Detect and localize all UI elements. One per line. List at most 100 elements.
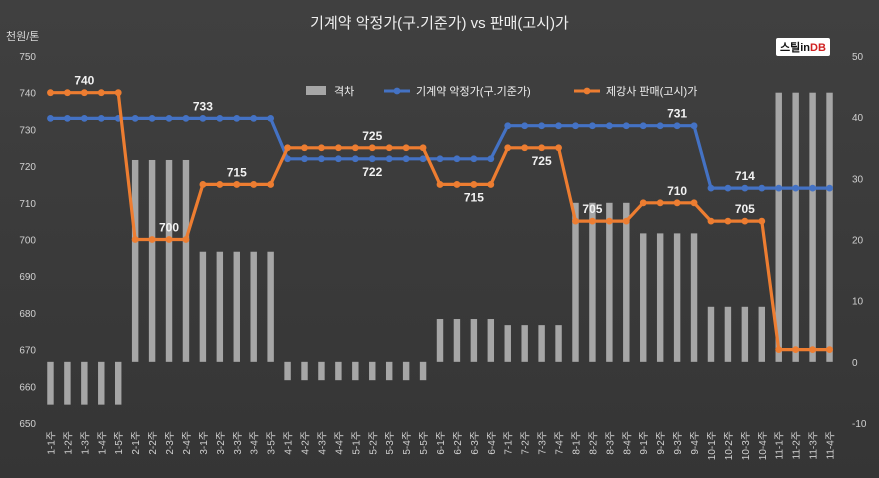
gap-bar <box>572 202 579 362</box>
y2-tick-label: 30 <box>852 174 864 185</box>
gap-bar <box>656 233 664 362</box>
legend-swatch-point <box>583 87 591 95</box>
gap-bar <box>233 251 240 362</box>
y-tick-label: 660 <box>19 382 36 393</box>
series-point <box>487 155 495 163</box>
series-point <box>589 217 596 225</box>
x-tick-label: 11-1주 <box>775 431 786 459</box>
series-point <box>538 122 546 130</box>
gap-bar <box>385 361 393 381</box>
x-tick-label: 6-4주 <box>487 431 498 455</box>
series-point <box>334 144 342 152</box>
y2-tick-label: 10 <box>852 297 864 308</box>
series-point <box>436 155 444 163</box>
series-point <box>318 144 325 152</box>
x-tick-label: 7-2주 <box>521 431 532 455</box>
series-point <box>368 155 376 163</box>
x-tick-label: 7-1주 <box>504 431 515 455</box>
x-tick-label: 11-2주 <box>792 431 803 459</box>
gap-bar <box>792 92 799 362</box>
y-tick-label: 650 <box>19 419 36 430</box>
series-point <box>690 199 698 207</box>
y2-tick-label: 20 <box>852 236 864 247</box>
gap-bar <box>606 202 613 362</box>
gap-bar <box>487 319 495 362</box>
series-point <box>555 144 562 152</box>
series-point <box>741 184 749 192</box>
gap-bar <box>199 251 207 362</box>
gap-bar <box>470 319 478 362</box>
series-point <box>622 122 630 130</box>
gap-bar <box>504 325 511 362</box>
data-label: 725 <box>362 129 382 143</box>
y2-tick-label: 40 <box>852 113 864 124</box>
series-point <box>267 114 275 122</box>
series-point <box>334 155 342 163</box>
gap-bar <box>114 361 122 405</box>
data-label: 725 <box>532 154 552 168</box>
series-point <box>656 199 664 207</box>
series-point <box>165 236 173 243</box>
y-tick-label: 740 <box>19 89 36 100</box>
gap-bar <box>775 92 782 362</box>
x-tick-label: 3-3주 <box>233 431 244 455</box>
gap-bar <box>318 361 325 381</box>
series-point <box>758 217 766 225</box>
y2-tick-label: 50 <box>852 52 864 63</box>
x-tick-label: 5-2주 <box>368 431 379 455</box>
x-tick-label: 10-3주 <box>741 431 752 460</box>
series-point <box>724 217 732 225</box>
x-tick-label: 11-4주 <box>826 431 837 459</box>
gap-bar <box>589 202 596 362</box>
legend-label: 기계약 악정가(구.기준가) <box>416 84 531 98</box>
series-point <box>605 217 613 225</box>
series-point <box>284 144 291 152</box>
x-tick-label: 9-4주 <box>690 431 701 455</box>
x-tick-label: 4-2주 <box>301 431 312 455</box>
series-point <box>284 155 291 163</box>
gap-bar <box>81 361 88 405</box>
series-point <box>47 114 54 122</box>
series-point <box>419 144 427 152</box>
gap-bar <box>555 325 562 362</box>
series-point <box>673 199 681 207</box>
y-tick-label: 680 <box>19 309 36 320</box>
data-label: 705 <box>582 202 602 216</box>
gap-bar <box>335 361 342 381</box>
series-point <box>368 144 376 152</box>
series-point <box>572 217 579 225</box>
series-point <box>165 114 173 122</box>
series-point <box>504 122 512 130</box>
data-label: 710 <box>667 184 687 198</box>
series-point <box>114 89 122 97</box>
series-point <box>131 114 139 122</box>
series-point <box>809 184 816 192</box>
gap-bar <box>98 361 105 405</box>
series-point <box>605 122 613 130</box>
series-point <box>250 181 258 188</box>
series-point <box>758 184 766 192</box>
series-point <box>97 114 105 122</box>
data-label: 740 <box>74 74 94 88</box>
series-point <box>656 122 664 130</box>
gap-bar <box>724 306 732 362</box>
series-point <box>233 181 241 188</box>
x-tick-label: 6-1주 <box>436 431 447 455</box>
series-point <box>64 114 71 122</box>
y-tick-label: 670 <box>19 346 36 357</box>
series-point <box>741 217 749 225</box>
data-label: 700 <box>159 221 179 235</box>
series-point <box>792 346 800 353</box>
series-point <box>80 89 88 97</box>
gap-bar <box>250 251 257 362</box>
series-point <box>182 114 190 122</box>
series-point <box>47 89 54 97</box>
gap-bar <box>216 251 224 362</box>
x-tick-label: 6-3주 <box>470 431 481 455</box>
x-tick-label: 1-1주 <box>46 431 57 455</box>
logo-text: 스틸in <box>780 42 811 54</box>
legend-label: 제강사 판매(고시)가 <box>606 85 697 98</box>
x-tick-label: 2-3주 <box>165 431 176 455</box>
series-point <box>809 346 816 353</box>
series-point <box>419 155 427 163</box>
